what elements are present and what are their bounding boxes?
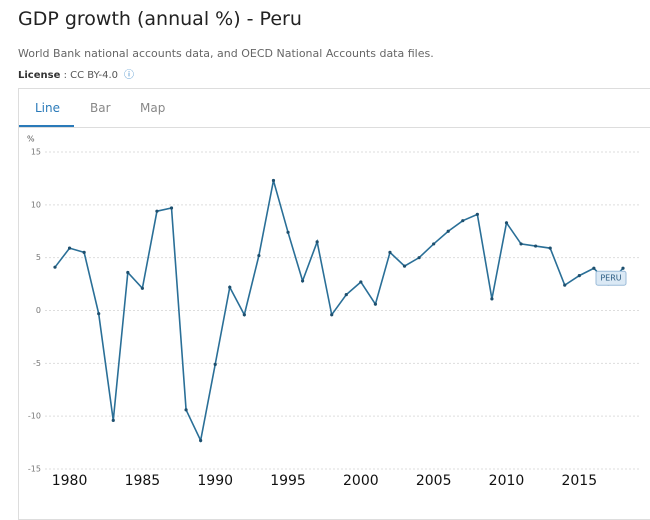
series-label-box: [595, 270, 627, 286]
tab[interactable]: Bar: [90, 101, 111, 115]
y-tick-label: 10: [31, 200, 41, 209]
y-tick-label: 15: [31, 148, 41, 157]
point: [504, 221, 509, 225]
point: [155, 209, 159, 213]
point: [563, 283, 567, 287]
active-tab-indicator: [19, 125, 74, 127]
point: [169, 206, 174, 210]
x-tick-label: 2015: [561, 473, 597, 489]
point: [126, 270, 130, 275]
x-tick-label: 2000: [343, 473, 379, 489]
point: [242, 313, 246, 317]
point: [140, 286, 144, 290]
y-tick-label: 5: [36, 253, 41, 262]
point: [97, 312, 101, 316]
point: [548, 246, 552, 250]
page: GDP growth (annual %) - Peru World Bank …: [18, 8, 650, 520]
point: [82, 250, 86, 254]
point: [315, 240, 319, 244]
point: [402, 264, 407, 268]
x-tick-label: 2005: [416, 473, 452, 489]
point: [592, 266, 596, 270]
point: [519, 242, 523, 246]
y-tick-label: -10: [28, 412, 41, 421]
point: [228, 285, 232, 289]
point: [271, 178, 276, 183]
point: [67, 246, 72, 250]
point: [490, 297, 494, 301]
y-tick-label: -5: [33, 359, 41, 368]
point: [257, 253, 261, 258]
point: [330, 313, 334, 317]
point: [534, 244, 538, 248]
tab[interactable]: Line: [35, 101, 61, 115]
license-label: License: [18, 70, 61, 81]
point: [461, 219, 465, 223]
tab-bar: Line Bar Map: [19, 89, 650, 128]
point: [388, 250, 392, 254]
info-icon[interactable]: ⓘ: [124, 70, 135, 81]
point: [184, 408, 188, 412]
chart: % 15 10 5 0 -5 -10 -15 1980 1985 1990 1995 2000 2005…: [27, 135, 640, 489]
series-line: [54, 180, 624, 444]
x-tick-label: 1990: [197, 473, 233, 489]
x-tick-label: 1995: [270, 473, 306, 489]
subtitle: World Bank national accounts data, and O…: [18, 47, 434, 60]
point: [213, 362, 217, 366]
point: [53, 265, 57, 269]
series-label: PERU: [600, 274, 621, 283]
point: [199, 438, 203, 443]
point: [373, 302, 378, 306]
y-tick-label: -15: [28, 465, 41, 474]
point: [432, 242, 436, 246]
x-tick-label: 1985: [125, 473, 161, 489]
point: [359, 280, 363, 284]
y-axis-label: %: [27, 135, 35, 144]
x-tick-label: 1980: [52, 473, 88, 489]
tab[interactable]: Map: [140, 101, 166, 115]
point: [111, 418, 115, 422]
point: [577, 274, 581, 278]
license: License : CC BY-4.0 ⓘ: [18, 66, 134, 81]
point: [344, 293, 348, 297]
y-tick-label: 0: [36, 306, 41, 315]
point: [300, 279, 305, 283]
point: [446, 229, 450, 233]
title: GDP growth (annual %) - Peru: [18, 8, 302, 30]
point: [286, 230, 290, 234]
license-value: : CC BY-4.0: [63, 70, 119, 81]
point: [475, 212, 479, 216]
point: [621, 266, 625, 270]
point: [417, 256, 421, 260]
x-tick-label: 2010: [489, 473, 525, 489]
